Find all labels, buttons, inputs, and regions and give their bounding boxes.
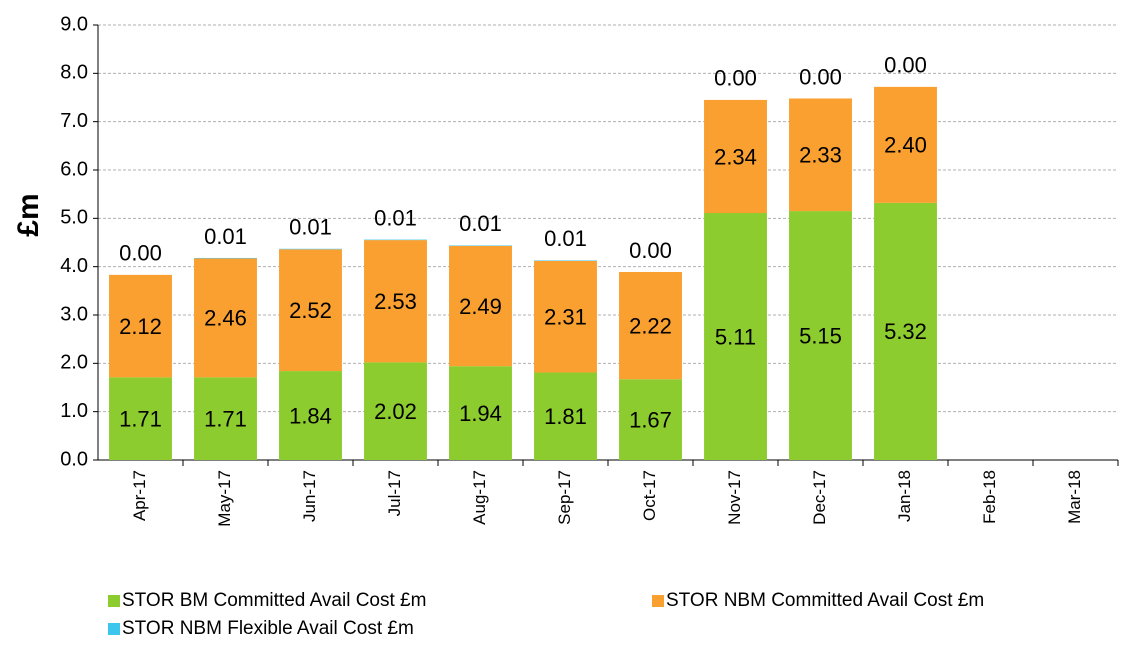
data-label: 2.52: [289, 298, 332, 323]
data-label: 0.01: [289, 215, 332, 240]
x-tick-label: Feb-18: [980, 470, 999, 524]
data-label: 2.40: [884, 133, 927, 158]
legend-label: STOR BM Committed Avail Cost £m: [122, 590, 426, 611]
y-tick-label: 1.0: [60, 400, 88, 422]
data-label: 5.11: [715, 324, 756, 349]
x-tick-label: Apr-17: [130, 470, 149, 521]
bar-segment: [279, 249, 342, 372]
bar-segment: [449, 366, 512, 460]
data-label: 1.71: [119, 406, 162, 431]
bar-segment: [449, 245, 512, 367]
data-label: 2.22: [629, 313, 672, 338]
data-label: 0.00: [119, 241, 162, 266]
bar-segment: [194, 377, 257, 460]
legend-swatch: [108, 623, 120, 635]
y-tick-label: 2.0: [60, 352, 88, 374]
bar-segment: [619, 379, 682, 460]
data-label: 2.46: [204, 306, 247, 331]
bar-segment: [194, 258, 257, 378]
data-label: 0.01: [544, 226, 587, 251]
bar-segment: [534, 372, 597, 460]
bar-segment: [109, 274, 172, 378]
x-tick-label: Nov-17: [725, 470, 744, 525]
y-axis-label: £m: [12, 193, 45, 236]
x-tick-label: Oct-17: [640, 470, 659, 521]
x-tick-label: Mar-18: [1065, 470, 1084, 524]
data-label: 5.15: [799, 323, 842, 348]
y-tick-label: 3.0: [60, 303, 88, 325]
data-label: 2.49: [459, 294, 502, 319]
data-label: 0.00: [714, 66, 757, 91]
y-tick-label: 5.0: [60, 207, 88, 229]
y-tick-label: 9.0: [60, 13, 88, 35]
x-tick-label: Aug-17: [470, 470, 489, 525]
data-label: 0.00: [629, 238, 672, 263]
data-label: 2.53: [374, 289, 417, 314]
y-tick-label: 4.0: [60, 255, 88, 277]
x-tick-label: May-17: [215, 470, 234, 527]
data-label: 1.81: [544, 404, 587, 429]
bar-segment: [874, 86, 937, 203]
bar-segment: [619, 271, 682, 380]
bar-segment: [789, 211, 852, 460]
y-tick-label: 0.0: [60, 448, 88, 470]
data-label: 0.00: [799, 64, 842, 89]
x-tick-label: Jun-17: [300, 470, 319, 522]
y-tick-label: 7.0: [60, 110, 88, 132]
bar-segment: [364, 240, 427, 363]
data-label: 1.94: [459, 401, 502, 426]
y-tick-label: 8.0: [60, 62, 88, 84]
data-label: 2.34: [714, 144, 757, 169]
data-label: 2.02: [374, 399, 417, 424]
x-tick-label: Jan-18: [895, 470, 914, 522]
data-label: 1.84: [289, 403, 332, 428]
data-label: 2.31: [544, 305, 587, 330]
data-label: 0.01: [374, 205, 417, 230]
legend-label: STOR NBM Flexible Avail Cost £m: [122, 618, 414, 639]
x-tick-label: Jul-17: [385, 470, 404, 516]
data-label: 0.00: [884, 53, 927, 78]
legend-swatch: [108, 595, 120, 607]
data-label: 5.32: [884, 319, 927, 344]
legend-label: STOR NBM Committed Avail Cost £m: [666, 590, 984, 611]
data-label: 0.01: [459, 211, 502, 236]
bar-segment: [789, 98, 852, 212]
x-tick-label: Dec-17: [810, 470, 829, 525]
y-tick-label: 6.0: [60, 158, 88, 180]
data-label: 1.71: [204, 406, 247, 431]
data-label: 2.33: [799, 143, 842, 168]
bar-segment: [534, 260, 597, 373]
bar-segment: [704, 213, 767, 460]
bar-segment: [874, 202, 937, 460]
bar-segment: [704, 99, 767, 214]
data-label: 0.01: [204, 224, 247, 249]
data-label: 2.12: [119, 314, 162, 339]
x-tick-label: Sep-17: [555, 470, 574, 525]
legend-swatch: [652, 595, 664, 607]
bar-segment: [109, 377, 172, 460]
bar-segment: [364, 362, 427, 460]
data-label: 1.67: [629, 407, 672, 432]
bar-segment: [279, 371, 342, 460]
